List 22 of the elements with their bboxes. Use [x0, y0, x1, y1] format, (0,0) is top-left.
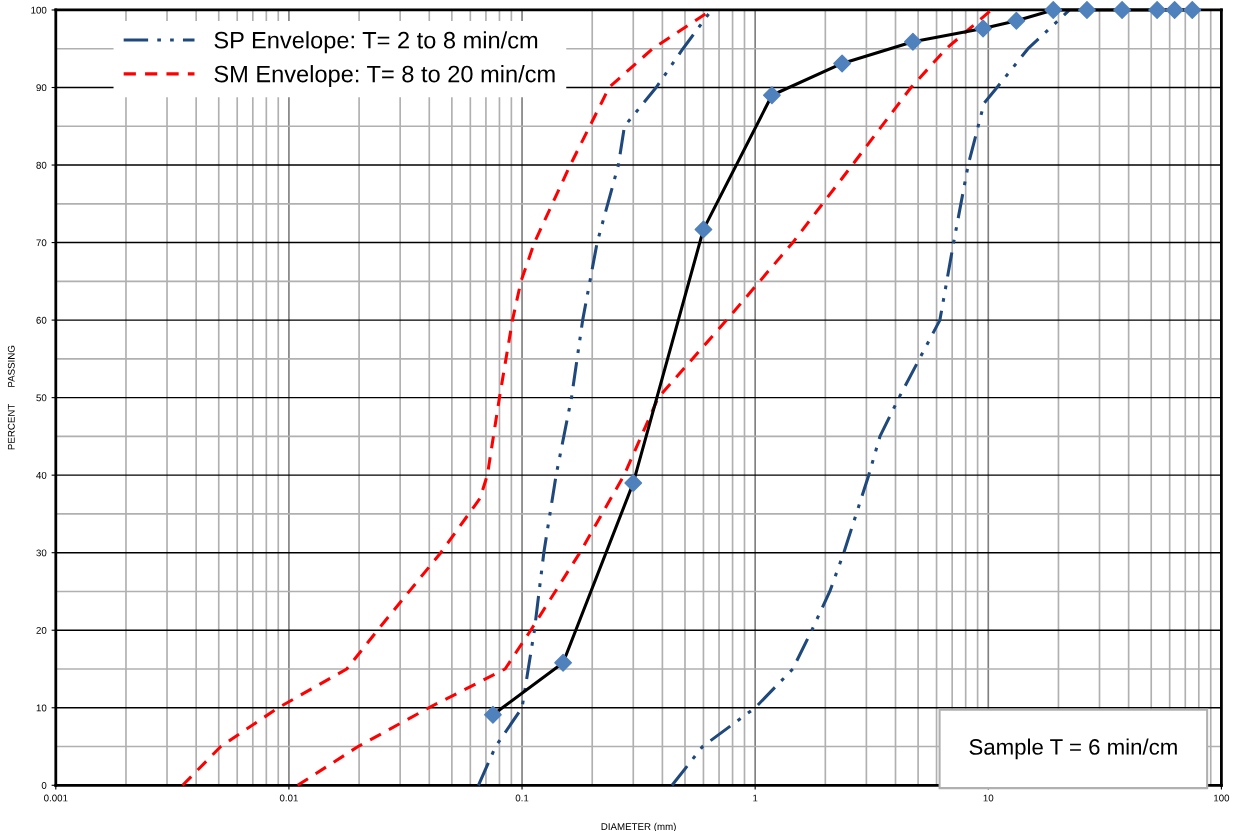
legend-label: SM Envelope: T= 8 to 20 min/cm — [214, 65, 555, 88]
x-axis-title: DIAMETER (mm) — [601, 822, 676, 831]
y-tick-label: 50 — [36, 394, 47, 402]
y-tick-label: 10 — [36, 704, 47, 712]
y-tick-label: 30 — [36, 549, 47, 557]
x-tick-label: 1 — [753, 794, 758, 802]
y-tick-label: 60 — [36, 316, 47, 324]
x-tick-label: 100 — [1214, 794, 1230, 802]
x-tick-label: 0.1 — [515, 794, 529, 802]
x-tick-label: 0.001 — [44, 794, 68, 802]
y-tick-label: 20 — [36, 626, 47, 634]
annotation: Sample T = 6 min/cm — [969, 738, 1177, 760]
y-tick-label: 70 — [36, 239, 47, 247]
y-axis-title: PERCENT PASSING — [7, 345, 15, 450]
y-tick-label: 80 — [36, 161, 47, 169]
x-tick-label: 10 — [983, 794, 994, 802]
y-tick-label: 100 — [31, 6, 47, 14]
legend-label: SP Envelope: T= 2 to 8 min/cm — [214, 31, 538, 54]
x-tick-label: 0.01 — [279, 794, 298, 802]
y-tick-label: 0 — [41, 782, 47, 789]
y-tick-label: 90 — [36, 84, 47, 92]
y-tick-label: 40 — [36, 471, 47, 479]
